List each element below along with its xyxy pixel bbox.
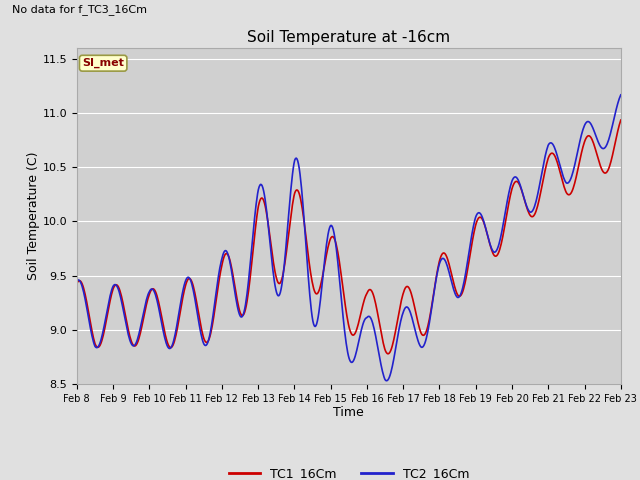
TC1_16Cm — [416, 325, 424, 331]
TC2_16Cm — [416, 342, 424, 348]
Legend: TC1_16Cm, TC2_16Cm: TC1_16Cm, TC2_16Cm — [223, 462, 474, 480]
X-axis label: Time: Time — [333, 407, 364, 420]
TC1_16Cm — [139, 320, 147, 325]
TC2_16Cm — [83, 304, 90, 310]
TC1_16Cm — [194, 306, 202, 312]
TC2_16Cm — [194, 314, 202, 320]
TC2_16Cm — [383, 378, 390, 384]
Y-axis label: Soil Temperature (C): Soil Temperature (C) — [27, 152, 40, 280]
TC2_16Cm — [139, 314, 147, 320]
TC1_16Cm — [223, 251, 230, 256]
TC2_16Cm — [431, 280, 439, 286]
TC1_16Cm — [83, 299, 90, 304]
TC1_16Cm — [431, 279, 439, 285]
TC1_16Cm — [73, 281, 81, 287]
Text: SI_met: SI_met — [82, 58, 124, 68]
TC1_16Cm — [384, 351, 392, 357]
Line: TC2_16Cm: TC2_16Cm — [77, 95, 621, 381]
TC2_16Cm — [617, 92, 625, 98]
Title: Soil Temperature at -16cm: Soil Temperature at -16cm — [247, 30, 451, 46]
TC2_16Cm — [223, 249, 230, 254]
TC1_16Cm — [617, 117, 625, 123]
Line: TC1_16Cm: TC1_16Cm — [77, 120, 621, 354]
TC2_16Cm — [73, 278, 81, 284]
Text: No data for f_TC3_16Cm: No data for f_TC3_16Cm — [12, 4, 147, 15]
